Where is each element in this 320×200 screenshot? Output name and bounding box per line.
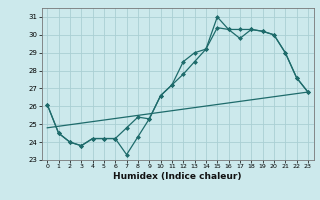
X-axis label: Humidex (Indice chaleur): Humidex (Indice chaleur) — [113, 172, 242, 181]
